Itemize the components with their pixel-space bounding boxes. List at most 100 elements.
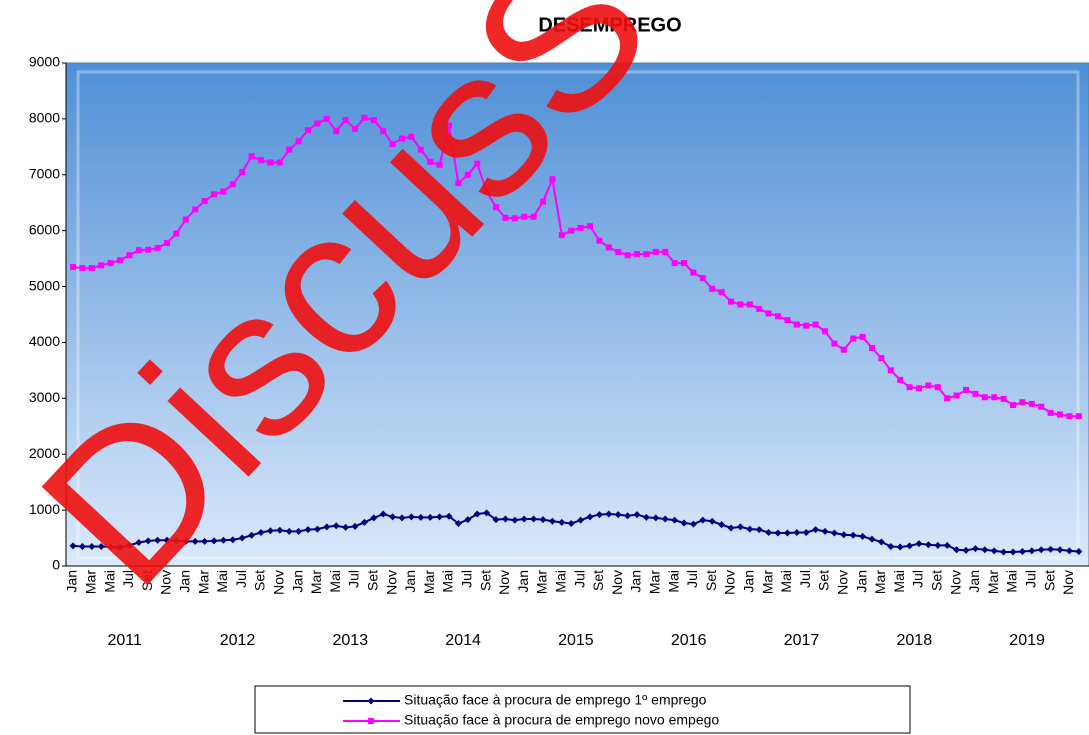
point [840,531,848,539]
point [360,518,368,526]
point [1065,547,1073,555]
point [972,390,979,397]
point [201,537,209,545]
point [78,542,86,550]
point [530,213,537,220]
point [333,128,340,135]
point [164,239,170,246]
point [624,512,632,520]
point [79,265,86,272]
point [257,528,265,536]
point [981,546,989,554]
point [70,263,76,270]
point [201,198,208,205]
point [822,328,828,335]
point [107,543,115,551]
point [455,180,462,187]
point [286,146,293,153]
point [793,528,801,536]
x-tick-label: Mar [647,570,663,594]
point [671,260,678,267]
point [445,512,453,520]
point [643,251,650,258]
point [351,522,359,530]
point [521,213,528,220]
point [492,516,500,524]
point [756,305,763,312]
point [323,115,330,122]
point [398,514,406,522]
point [642,513,650,521]
point [154,244,161,251]
x-tick-label: Jul [346,570,362,588]
point [1018,547,1026,555]
y-tick-label: 4000 [29,333,60,349]
y-tick-label: 7000 [29,165,60,181]
point [1038,403,1045,410]
point [699,275,706,282]
y-tick-label: 3000 [29,389,60,405]
point [1000,548,1008,556]
point [323,523,331,531]
point [380,128,387,135]
point [549,176,556,183]
x-tick-label: Jan [741,570,757,593]
y-tick-label: 8000 [29,110,60,126]
point [352,125,358,132]
plot-bevel [76,70,1080,560]
point [690,269,697,276]
point [850,335,857,342]
point [125,541,133,549]
point [859,532,867,540]
point [69,542,77,550]
point [906,542,914,550]
x-tick-label: Set [365,570,381,591]
point [389,141,396,148]
point [417,146,424,153]
point [342,523,350,531]
point [126,252,133,259]
point [173,230,180,237]
point [436,513,444,521]
point [775,313,781,320]
point [548,517,556,525]
point [897,376,904,383]
x-tick-label: Mar [421,570,437,594]
point [163,536,171,544]
point [652,514,660,522]
point [248,531,256,539]
point [1047,545,1055,553]
point [1000,395,1007,402]
year-label: 2016 [671,632,707,649]
point [971,545,979,553]
point [916,385,922,392]
point [407,513,415,521]
point [577,516,585,524]
year-label: 2012 [220,632,256,649]
point [182,537,190,545]
point [728,298,734,305]
point [342,117,349,124]
x-tick-label: Jan [966,570,982,593]
point [821,527,829,535]
point [1066,413,1073,420]
point [558,232,565,239]
point [596,237,603,244]
x-tick-label: Mai [891,570,907,593]
x-tick-label: Set [252,570,268,591]
legend-label: Situação face à procura de emprego novo … [404,712,719,728]
x-tick-label: Set [477,570,493,591]
point [511,215,518,222]
point [511,516,519,524]
point [840,346,847,353]
point [812,526,820,534]
point [368,718,374,724]
x-tick-label: Mai [440,570,456,593]
point [229,536,237,544]
y-tick-label: 1000 [29,501,60,517]
point [765,528,773,536]
x-tick-label: Set [816,570,832,591]
y-tick-label: 5000 [29,277,60,293]
point [88,265,95,272]
point [887,367,894,374]
